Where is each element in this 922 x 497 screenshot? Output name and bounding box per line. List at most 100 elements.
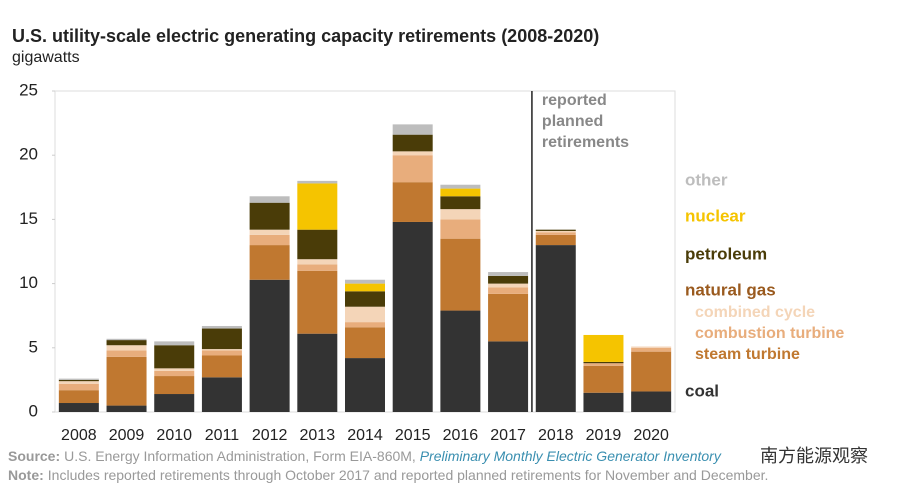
bar-segment xyxy=(440,219,481,239)
bar-segment xyxy=(58,381,99,384)
bar-segment xyxy=(345,283,385,292)
bar-segment xyxy=(583,361,624,364)
bar-segment xyxy=(440,238,481,311)
legend-label: coal xyxy=(685,381,719,400)
x-tick-label: 2018 xyxy=(538,427,574,444)
bar-segment xyxy=(535,234,576,246)
watermark: 南方能源观察 xyxy=(760,446,868,467)
bar-segment xyxy=(440,184,481,189)
legend-label: nuclear xyxy=(685,206,746,225)
bar-segment xyxy=(297,183,338,230)
bar-segment xyxy=(249,234,290,246)
x-tick-label: 2020 xyxy=(633,427,669,444)
note: Note: Includes reported retirements throu… xyxy=(8,467,768,483)
bar-segment xyxy=(392,151,433,156)
y-tick-label: 15 xyxy=(19,209,38,228)
source-text: U.S. Energy Information Administration, … xyxy=(64,448,420,464)
bar-segment xyxy=(106,338,147,341)
bar-segment xyxy=(535,230,576,233)
bar-segment xyxy=(535,245,576,412)
legend-label: combined cycle xyxy=(695,304,815,321)
x-tick-label: 2014 xyxy=(347,427,383,444)
bar-segment xyxy=(631,351,672,392)
bar-segment xyxy=(106,405,147,412)
watermark-bg xyxy=(724,444,920,470)
note-text: Includes reported retirements through Oc… xyxy=(48,467,769,483)
bar-segment xyxy=(488,275,529,284)
bar-segment xyxy=(249,229,290,235)
bar-segment xyxy=(297,259,338,265)
note-label: Note: xyxy=(8,467,44,483)
bar-segment xyxy=(154,370,195,377)
y-tick-label: 5 xyxy=(29,337,38,356)
bar-segment xyxy=(392,155,433,183)
bar-segment xyxy=(201,349,242,351)
bar-segment xyxy=(345,306,385,323)
bar-segment xyxy=(392,221,433,412)
bar-segment xyxy=(345,327,385,359)
bar-segment xyxy=(392,124,433,135)
bar-segment xyxy=(440,310,481,412)
bar-segment xyxy=(488,272,529,276)
bar-segment xyxy=(201,377,242,412)
bar-segment xyxy=(106,340,147,346)
bar-segment xyxy=(631,347,672,352)
legend-label: combustion turbine xyxy=(695,325,844,342)
x-tick-label: 2011 xyxy=(205,427,240,444)
bar-segment xyxy=(297,333,338,412)
bar-segment xyxy=(249,196,290,203)
bar-segment xyxy=(345,279,385,284)
annotation: retirements xyxy=(542,134,629,151)
bar-segment xyxy=(345,358,385,412)
source: Source: U.S. Energy Information Administr… xyxy=(8,448,722,464)
bar-segment xyxy=(201,328,242,350)
bar-segment xyxy=(535,232,576,235)
source-italic: Preliminary Monthly Electric Generator I… xyxy=(420,448,722,464)
bar-segment xyxy=(249,279,290,412)
bar-segment xyxy=(535,229,576,231)
bar-segment xyxy=(392,134,433,152)
bar-segment xyxy=(297,180,338,184)
bar-segment xyxy=(201,355,242,378)
bar-segment xyxy=(488,293,529,342)
bar-segment xyxy=(345,322,385,328)
legend-group-label: natural gas xyxy=(685,280,776,299)
source-label: Source: xyxy=(8,448,60,464)
x-tick-label: 2012 xyxy=(252,427,288,444)
bar-segment xyxy=(106,345,147,351)
x-tick-label: 2009 xyxy=(109,427,145,444)
bar-segment xyxy=(249,202,290,230)
legend-label: petroleum xyxy=(685,244,767,263)
bar-segment xyxy=(154,394,195,412)
bar-segment xyxy=(583,365,624,393)
bar-segment xyxy=(440,196,481,210)
x-tick-label: 2010 xyxy=(156,427,192,444)
bar-segment xyxy=(297,270,338,334)
bar-segment xyxy=(154,368,195,371)
bar-segment xyxy=(58,383,99,391)
x-tick-label: 2015 xyxy=(395,427,431,444)
bar-segment xyxy=(297,229,338,260)
y-tick-label: 10 xyxy=(19,273,38,292)
x-tick-label: 2017 xyxy=(490,427,526,444)
bar-segment xyxy=(154,341,195,346)
bar-segment xyxy=(106,356,147,406)
bar-segment xyxy=(488,341,529,412)
bar-segment xyxy=(154,345,195,369)
bar-segment xyxy=(58,379,99,382)
y-tick-label: 0 xyxy=(29,401,38,420)
bar-segment xyxy=(583,334,624,362)
bar-segment xyxy=(58,378,99,380)
annotation: planned xyxy=(542,113,603,130)
bar-segment xyxy=(488,287,529,294)
annotation: reported xyxy=(542,92,607,109)
y-tick-label: 20 xyxy=(19,145,38,164)
bar-segment xyxy=(106,350,147,357)
bar-segment xyxy=(631,346,672,348)
bar-segment xyxy=(583,392,624,412)
bar-segment xyxy=(58,403,99,412)
legend-label: other xyxy=(685,170,728,189)
bar-segment xyxy=(488,283,529,288)
bar-segment xyxy=(440,188,481,197)
